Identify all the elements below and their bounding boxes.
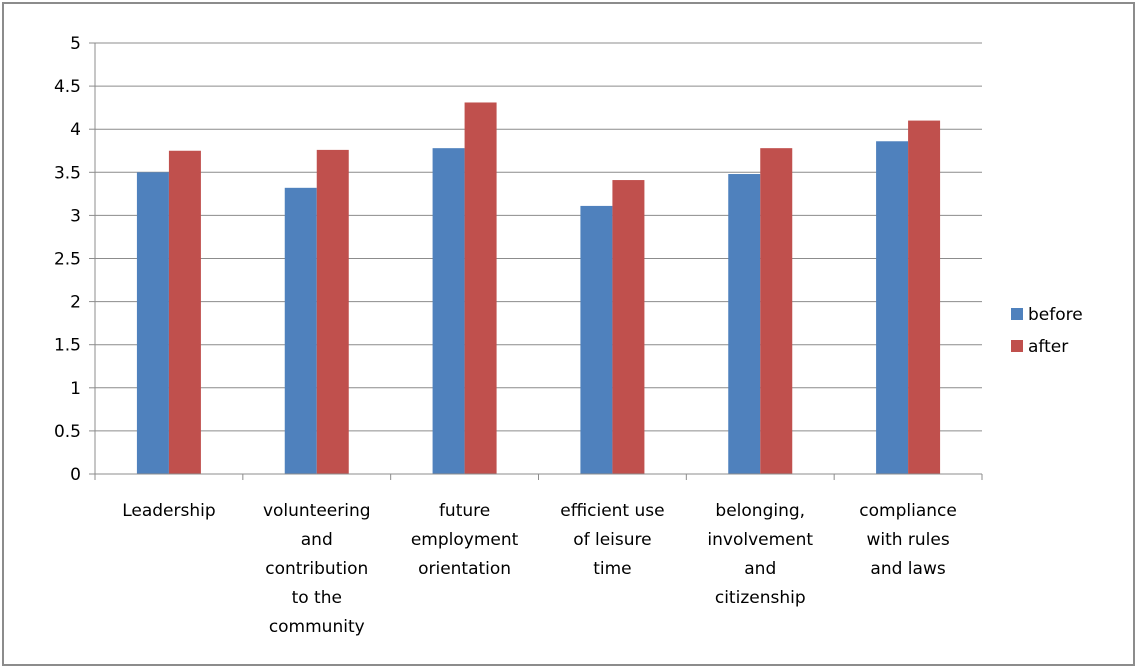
x-category-label-line: community [269, 617, 365, 637]
bar-before [136, 172, 169, 475]
x-category-label-line: citizenship [715, 588, 806, 608]
x-category-label-line: employment [411, 530, 519, 550]
x-category-label-line: orientation [418, 559, 511, 579]
bar-after [464, 102, 497, 474]
x-category-label-line: belonging, [715, 501, 805, 521]
y-tick-label: 4 [70, 120, 81, 140]
x-category-label-line: compliance [859, 501, 957, 521]
bar-after [760, 148, 793, 474]
x-category-label-line: and [744, 559, 776, 579]
x-category-label: compliance with rules and laws [859, 501, 957, 579]
x-category-label: efficient use of leisure time [560, 501, 664, 579]
x-category-label: Leadership [122, 501, 215, 521]
bars [136, 102, 941, 475]
bar-after [908, 120, 941, 474]
y-tick-label: 0.5 [54, 422, 81, 442]
bar-before [876, 141, 909, 474]
legend-label-after: after [1028, 337, 1068, 357]
x-category-label-line: of leisure [573, 530, 651, 550]
legend-swatch-before [1011, 308, 1023, 320]
x-category-label: volunteering and contribution to the communi… [263, 501, 371, 637]
x-category-label-line: with rules [866, 530, 949, 550]
x-category-label: future employment orientation [411, 501, 519, 579]
y-tick-label: 1 [70, 379, 81, 399]
bar-after [612, 180, 645, 475]
x-category-label-line: future [439, 501, 490, 521]
x-category-labels: Leadership volunteering and contribution to … [122, 501, 957, 637]
bar-after [168, 150, 201, 474]
y-tick-label: 5 [70, 34, 81, 54]
y-tick-label: 2.5 [54, 250, 81, 270]
legend-label-before: before [1028, 305, 1083, 325]
x-category-label-line: efficient use [560, 501, 664, 521]
y-tick-labels: 0 0.5 1 1.5 2 2.5 3 3.5 4 4.5 5 [54, 34, 81, 485]
axes [89, 42, 983, 480]
legend: before after [1011, 305, 1083, 357]
y-tick-label: 2 [70, 293, 81, 313]
y-tick-label: 0 [70, 465, 81, 485]
y-tick-label: 3.5 [54, 163, 81, 183]
x-category-label-line: Leadership [122, 501, 215, 521]
bar-chart: 0 0.5 1 1.5 2 2.5 3 3.5 4 4.5 5 Leadership voluntee… [54, 34, 1083, 637]
y-tick-label: 4.5 [54, 77, 81, 97]
bar-before [432, 148, 465, 474]
x-category-label-line: and laws [870, 559, 945, 579]
x-category-label-line: volunteering [263, 501, 371, 521]
x-category-label-line: involvement [707, 530, 813, 550]
gridlines [95, 42, 982, 432]
legend-swatch-after [1011, 340, 1023, 352]
x-category-label: belonging, involvement and citizenship [707, 501, 813, 608]
bar-before [580, 205, 613, 474]
y-tick-label: 3 [70, 206, 81, 226]
bar-before [728, 174, 761, 475]
x-category-label-line: and [301, 530, 333, 550]
y-tick-label: 1.5 [54, 336, 81, 356]
x-category-label-line: time [593, 559, 631, 579]
bar-before [284, 187, 317, 475]
x-category-label-line: contribution [265, 559, 368, 579]
bar-after [316, 149, 349, 474]
x-category-label-line: to the [292, 588, 342, 608]
